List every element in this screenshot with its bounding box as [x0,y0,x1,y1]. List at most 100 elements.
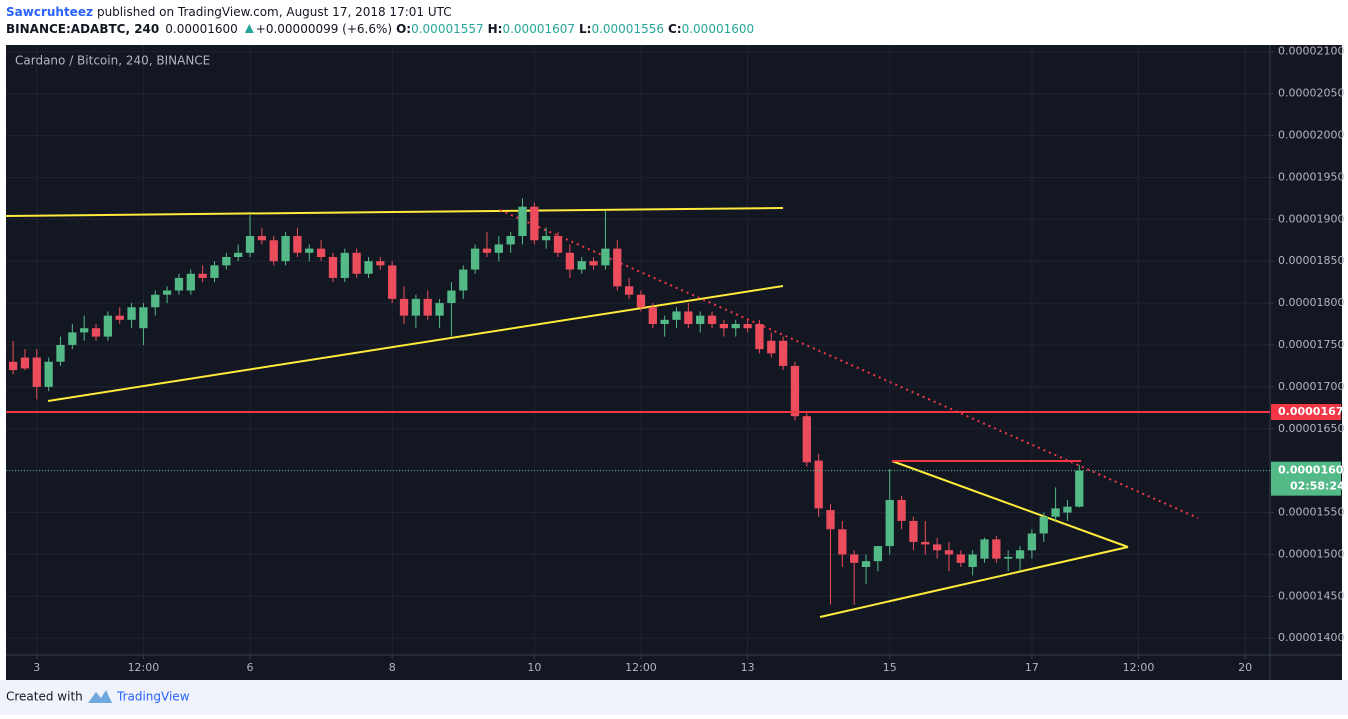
candle-body [115,315,124,320]
y-tick-label: 0.00001650 [1278,422,1344,435]
candle-body [482,248,492,253]
candle-body [897,499,906,521]
x-tick-label: 3 [33,661,40,674]
candle-body [684,311,693,325]
candle-body [1004,556,1013,559]
x-tick-label: 12:00 [625,661,657,674]
candles [8,198,1084,605]
close-value: 0.00001600 [682,22,755,36]
candle-body [399,298,409,316]
candle-body [601,248,610,266]
candle-body [980,539,989,559]
y-tick-label: 0.00001700 [1278,380,1344,393]
candle-body [767,340,776,354]
y-tick-label: 0.00001500 [1278,547,1344,560]
y-tick-label: 0.00001400 [1278,631,1344,644]
x-tick-label: 8 [389,661,396,674]
x-tick-label: 12:00 [1123,661,1155,674]
up-arrow-icon [244,24,254,33]
candle-body [731,324,740,329]
candle-body [589,261,598,266]
candle-body [648,307,657,325]
candle-body [20,357,30,369]
candle-body [636,294,646,308]
high-value: 0.00001607 [502,22,575,36]
candle-body [850,554,859,563]
y-tick-label: 0.00001750 [1278,338,1344,351]
x-tick-label: 20 [1238,661,1252,674]
author[interactable]: Sawcruhteez [6,5,93,19]
candle-body [257,236,267,241]
candle-body [91,328,101,337]
candle-body [364,261,373,274]
candle-body [388,265,397,299]
candle-body [281,236,290,262]
trendline [5,207,784,217]
candle-body [530,206,539,241]
candle-body [447,290,456,304]
x-tick-label: 13 [741,661,755,674]
candle-body [32,357,41,387]
candle-body [222,256,231,266]
candle-body [506,236,515,245]
candle-body [328,256,338,278]
candle-body [186,273,195,291]
candle-body [755,324,764,350]
candle-body [411,298,421,316]
candle-body [494,244,503,253]
candle-body [305,248,314,253]
candle-body [316,248,326,257]
open-value: 0.00001557 [411,22,484,36]
candle-body [376,261,385,266]
y-tick-label: 0.00001550 [1278,506,1344,519]
candle-body [542,236,551,241]
candle-body [151,294,160,308]
candle-body [968,554,977,568]
candle-body [1051,508,1060,517]
price-line-label-bg [1271,404,1341,421]
candle-body [210,265,219,278]
candle-body [174,277,184,291]
x-tick-label: 10 [527,661,541,674]
change: +0.00000099 (+6.6%) [256,22,392,36]
candle-body [790,365,800,417]
y-tick-label: 0.00002100 [1278,45,1344,58]
candle-body [68,332,77,345]
last-price-label: 0.00001600 [1278,464,1348,477]
candle-body [838,529,847,555]
candle-body [56,344,65,362]
candle-body [1039,516,1048,534]
header-line-2: BINANCE:ADABTC, 240 0.00001600 +0.00000099… [6,22,754,36]
published: published on TradingView.com, August 17,… [97,5,452,19]
candle-body [518,206,527,237]
candle-body [624,286,634,295]
footer-brand[interactable]: TradingView [116,690,190,704]
tradingview-logo [88,690,112,703]
y-tick-label: 0.00002000 [1278,128,1344,141]
header-bg [0,0,1348,45]
candle-body [293,236,302,253]
y-tick-label: 0.00001950 [1278,170,1344,183]
candle-body [245,236,255,253]
candle-body [956,554,965,563]
last-price-label-bg [1271,461,1341,496]
candle-body [80,328,89,333]
high-label: H: [488,22,503,36]
chart-title: Cardano / Bitcoin, 240, BINANCE [15,54,210,68]
candle-body [8,361,18,371]
candle-body [565,252,575,270]
y-tick-label: 0.00001450 [1278,589,1344,602]
candle-body [992,539,1001,559]
trendline [891,460,1129,548]
low-label: L: [579,22,591,36]
open-label: O: [396,22,411,36]
candle-body [909,520,918,542]
footer-created: Created with [6,690,83,704]
candle-body [660,319,669,325]
candle-body [459,269,468,291]
candle-body [470,248,480,270]
footer-bg [0,680,1348,715]
candle-body [743,324,752,329]
candle-body [719,324,729,329]
candle-body [696,315,705,325]
